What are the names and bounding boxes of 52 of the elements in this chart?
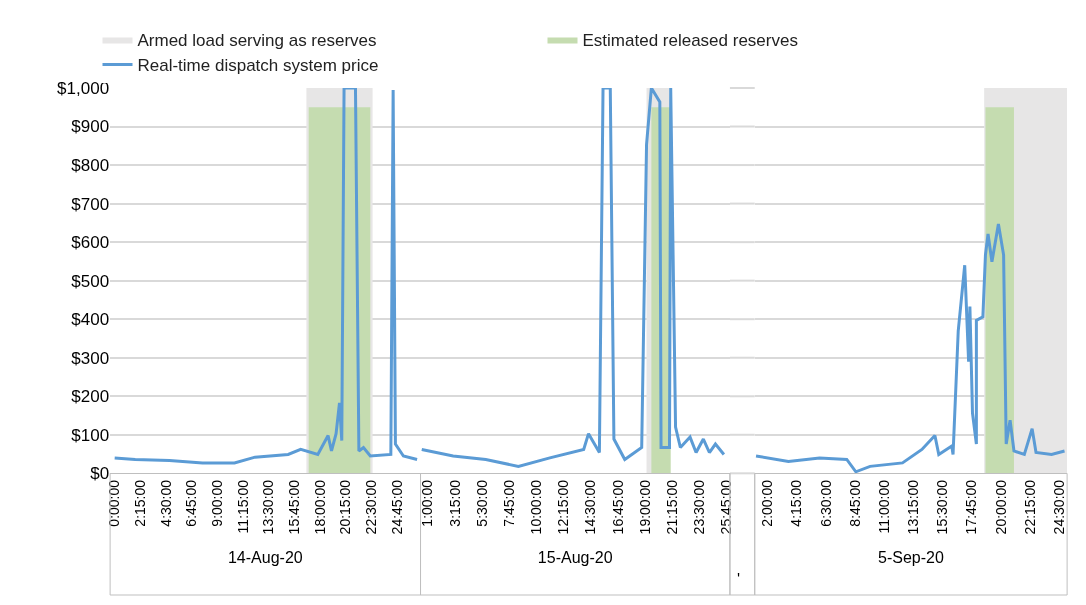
legend-label: Armed load serving as reserves xyxy=(137,31,377,51)
x-tick-label: 2:00:00 xyxy=(759,479,776,527)
y-tick-label: $500 xyxy=(71,271,110,291)
y-tick-label: $600 xyxy=(71,233,110,253)
y-tick-label: $400 xyxy=(71,310,110,330)
x-tick-label: 15:45:00 xyxy=(285,479,302,535)
x-tick-label: 22:30:00 xyxy=(362,479,379,535)
x-tick-label: 6:45:00 xyxy=(183,479,200,527)
x-tick-label: 1:00:00 xyxy=(419,479,436,527)
x-tick-label: 13:15:00 xyxy=(905,479,922,535)
x-tick-label: 7:45:00 xyxy=(500,479,517,527)
x-tick-label: 24:45:00 xyxy=(388,479,405,535)
x-tick-label: 2:15:00 xyxy=(131,479,148,527)
x-axis-title: 15-Aug-20 xyxy=(537,549,613,567)
x-axis-title: 14-Aug-20 xyxy=(227,549,303,567)
x-tick-label: 20:00:00 xyxy=(992,479,1009,535)
x-tick-label: 23:30:00 xyxy=(691,479,708,535)
x-tick-label: 4:15:00 xyxy=(788,479,805,527)
x-tick-label: 17:45:00 xyxy=(963,479,980,535)
x-tick-label: 24:30:00 xyxy=(1050,479,1067,535)
x-tick-label: 12:15:00 xyxy=(555,479,572,535)
y-tick-label: $100 xyxy=(71,425,110,445)
x-tick-label: 9:00:00 xyxy=(208,479,225,527)
y-tick-label: $200 xyxy=(71,387,110,407)
x-tick-label: 14:30:00 xyxy=(582,479,599,535)
x-tick-label: 8:45:00 xyxy=(846,479,863,527)
x-tick-label: 11:15:00 xyxy=(234,479,251,534)
y-tick-label: $700 xyxy=(71,194,110,214)
y-tick-label: $1,000 xyxy=(57,78,110,98)
x-tick-label: 4:30:00 xyxy=(157,479,174,527)
x-tick-label: 5:30:00 xyxy=(473,479,490,527)
x-tick-label: 18:00:00 xyxy=(311,479,328,535)
x-tick-label: 16:45:00 xyxy=(609,479,626,535)
x-tick-label: 19:00:00 xyxy=(636,479,653,535)
x-tick-label: 22:15:00 xyxy=(1021,479,1038,535)
x-tick-label: 10:00:00 xyxy=(528,479,545,535)
x-tick-label: 20:15:00 xyxy=(337,479,354,535)
text: ' xyxy=(737,571,741,588)
x-tick-label: 25:45:00 xyxy=(718,479,735,535)
x-tick-label: 15:30:00 xyxy=(934,479,951,535)
x-tick-label: 3:15:00 xyxy=(446,479,463,527)
x-tick-label: 6:30:00 xyxy=(817,479,834,527)
x-tick-label: 13:30:00 xyxy=(260,479,277,535)
legend-label: Estimated released reserves xyxy=(582,31,798,51)
y-tick-label: $300 xyxy=(71,348,110,368)
x-tick-label: 21:15:00 xyxy=(664,479,681,535)
legend-label: Real-time dispatch system price xyxy=(137,56,379,76)
line-series xyxy=(113,88,419,465)
y-tick-label: $800 xyxy=(71,156,110,176)
y-tick-label: $900 xyxy=(71,117,110,137)
x-axis-title: 5-Sep-20 xyxy=(878,549,944,567)
x-tick-label: 11:00:00 xyxy=(875,479,892,534)
